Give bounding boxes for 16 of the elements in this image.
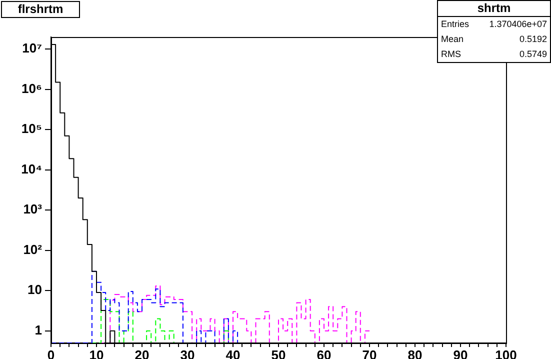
y-tick-label: 1 [34, 322, 42, 338]
y-tick-label: 10² [23, 242, 43, 257]
y-tick-label: 10⁴ [21, 161, 42, 176]
text: 1.370406e+07 [489, 18, 547, 31]
y-tick-label: 10⁵ [21, 121, 42, 136]
chart-title: flrshrtm [1, 1, 80, 18]
text: 0.5749 [519, 48, 547, 61]
text: 0.5192 [519, 33, 547, 46]
y-tick-label: 10³ [23, 202, 43, 217]
annotation: Mean [441, 33, 464, 46]
y-tick-label: 10⁷ [22, 40, 42, 56]
y-tick-label: 10 [28, 282, 42, 298]
text: shrtm [438, 1, 550, 17]
y-tick-label: 10⁶ [22, 80, 42, 96]
annotation: RMS [441, 48, 461, 61]
text: Entries [441, 18, 470, 31]
